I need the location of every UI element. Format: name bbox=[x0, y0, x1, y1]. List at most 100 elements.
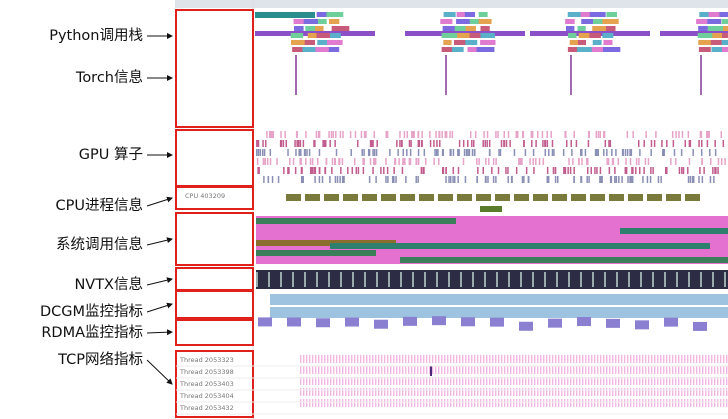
gpu-kernel bbox=[387, 176, 389, 183]
cpu-slice bbox=[457, 194, 472, 201]
annotation-label: 系统调用信息 bbox=[56, 236, 143, 253]
gpu-kernel bbox=[521, 176, 524, 183]
gpu-kernel bbox=[546, 167, 549, 174]
tcp-packet bbox=[342, 355, 344, 363]
gpu-kernel bbox=[590, 167, 593, 174]
tcp-packet bbox=[630, 355, 632, 363]
tcp-packet bbox=[438, 377, 440, 385]
gpu-kernel bbox=[629, 149, 631, 156]
tcp-packet bbox=[519, 388, 521, 396]
stack-frame bbox=[712, 33, 725, 38]
gpu-kernel bbox=[331, 167, 333, 174]
tcp-packet bbox=[381, 399, 383, 407]
gpu-kernel bbox=[256, 140, 258, 147]
gpu-kernel bbox=[271, 176, 274, 183]
cpu-slice bbox=[480, 206, 502, 212]
gpu-kernel bbox=[535, 140, 537, 147]
nvtx-range bbox=[376, 272, 378, 287]
tcp-packet bbox=[615, 366, 617, 374]
tcp-packet bbox=[684, 366, 686, 374]
gpu-kernel bbox=[403, 158, 406, 165]
tcp-packet bbox=[576, 399, 578, 407]
gpu-kernel bbox=[486, 131, 489, 138]
gpu-kernel bbox=[264, 158, 267, 165]
tcp-packet bbox=[516, 377, 518, 385]
tcp-packet bbox=[513, 377, 515, 385]
gpu-kernel bbox=[376, 140, 378, 147]
tcp-packet bbox=[567, 355, 569, 363]
tcp-packet bbox=[519, 377, 521, 385]
tcp-packet bbox=[402, 377, 404, 385]
gpu-kernel bbox=[722, 140, 725, 147]
tcp-packet bbox=[312, 399, 314, 407]
tcp-packet bbox=[636, 355, 638, 363]
gpu-kernel bbox=[610, 176, 613, 183]
tcp-packet bbox=[639, 366, 641, 374]
gpu-kernel bbox=[349, 131, 352, 138]
gpu-kernel bbox=[580, 176, 582, 183]
tcp-packet bbox=[321, 399, 323, 407]
tcp-packet bbox=[606, 366, 608, 374]
gpu-kernel bbox=[468, 149, 471, 156]
tcp-packet bbox=[414, 388, 416, 396]
gpu-kernel bbox=[311, 167, 313, 174]
stack-frame bbox=[291, 40, 309, 45]
gpu-kernel bbox=[673, 149, 676, 156]
gpu-kernel bbox=[603, 131, 605, 138]
tcp-packet bbox=[483, 366, 485, 374]
tcp-packet bbox=[351, 366, 353, 374]
gpu-kernel bbox=[257, 140, 259, 147]
tcp-packet bbox=[564, 355, 566, 363]
gpu-kernel bbox=[258, 167, 260, 174]
tcp-packet bbox=[705, 377, 707, 385]
gpu-kernel bbox=[542, 158, 545, 165]
annotation-box bbox=[175, 319, 254, 346]
cpu-slice bbox=[419, 194, 434, 201]
tcp-packet bbox=[660, 388, 662, 396]
tcp-packet bbox=[342, 388, 344, 396]
tcp-packet bbox=[717, 377, 719, 385]
gpu-kernel bbox=[434, 149, 436, 156]
syscall-slice bbox=[256, 218, 456, 224]
stack-frame bbox=[708, 12, 721, 17]
tcp-packet bbox=[417, 366, 419, 374]
tcp-packet bbox=[624, 377, 626, 385]
gpu-kernel bbox=[599, 167, 602, 174]
tcp-packet bbox=[321, 388, 323, 396]
tcp-packet bbox=[369, 388, 371, 396]
tcp-packet bbox=[327, 377, 329, 385]
tcp-packet bbox=[309, 377, 311, 385]
nvtx-range bbox=[592, 272, 594, 287]
gpu-kernel bbox=[630, 149, 633, 156]
header-bar bbox=[175, 0, 728, 8]
tcp-packet bbox=[489, 355, 491, 363]
gpu-kernel bbox=[571, 149, 573, 156]
gpu-kernel bbox=[527, 176, 530, 183]
tcp-packet bbox=[651, 366, 653, 374]
tcp-packet bbox=[444, 399, 446, 407]
gpu-kernel bbox=[469, 131, 472, 138]
tcp-packet bbox=[354, 399, 356, 407]
tcp-packet bbox=[579, 399, 581, 407]
gpu-kernel bbox=[653, 140, 656, 147]
tcp-packet bbox=[564, 388, 566, 396]
gpu-kernel bbox=[391, 176, 394, 183]
cpu-slice bbox=[343, 194, 358, 201]
gpu-kernel bbox=[334, 140, 336, 147]
tcp-packet bbox=[552, 355, 554, 363]
tcp-packet bbox=[411, 377, 413, 385]
stack-frame bbox=[480, 40, 496, 45]
tcp-packet bbox=[435, 355, 437, 363]
gpu-kernel bbox=[261, 149, 264, 156]
stack-frame bbox=[565, 19, 575, 24]
tcp-packet bbox=[543, 399, 545, 407]
gpu-kernel bbox=[497, 167, 500, 174]
stack-frame bbox=[290, 33, 304, 38]
gpu-kernel bbox=[368, 149, 371, 156]
gpu-kernel bbox=[546, 131, 548, 138]
stack-frame bbox=[305, 26, 319, 31]
cpu-slice bbox=[438, 194, 453, 201]
gpu-kernel bbox=[626, 131, 629, 138]
tcp-packet bbox=[429, 399, 431, 407]
gpu-kernel bbox=[269, 149, 272, 156]
